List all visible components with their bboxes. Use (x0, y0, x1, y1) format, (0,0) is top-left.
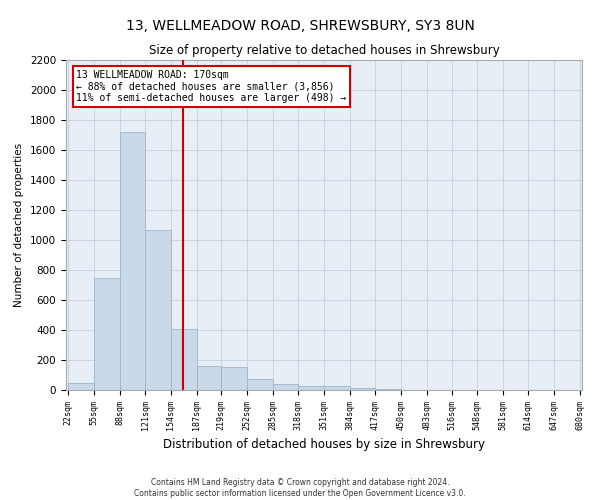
Bar (171, 328, 197, 390)
Bar (221, 367, 247, 390)
X-axis label: Distribution of detached houses by size in Shrewsbury: Distribution of detached houses by size … (163, 438, 485, 451)
Bar (145, 230, 171, 390)
Bar (298, 386, 324, 390)
Bar (375, 389, 401, 390)
Title: Size of property relative to detached houses in Shrewsbury: Size of property relative to detached ho… (149, 44, 499, 58)
Bar (197, 366, 221, 390)
Text: 13, WELLMEADOW ROAD, SHREWSBURY, SY3 8UN: 13, WELLMEADOW ROAD, SHREWSBURY, SY3 8UN (125, 18, 475, 32)
Bar (247, 379, 273, 390)
Text: Contains HM Land Registry data © Crown copyright and database right 2024.
Contai: Contains HM Land Registry data © Crown c… (134, 478, 466, 498)
Bar (94, 278, 119, 390)
Bar (68, 382, 94, 390)
Text: 13 WELLMEADOW ROAD: 170sqm
← 88% of detached houses are smaller (3,856)
11% of s: 13 WELLMEADOW ROAD: 170sqm ← 88% of deta… (76, 70, 347, 103)
Bar (273, 384, 298, 390)
Bar (324, 386, 350, 390)
Y-axis label: Number of detached properties: Number of detached properties (14, 143, 25, 307)
Bar (119, 132, 145, 390)
Bar (350, 388, 375, 390)
